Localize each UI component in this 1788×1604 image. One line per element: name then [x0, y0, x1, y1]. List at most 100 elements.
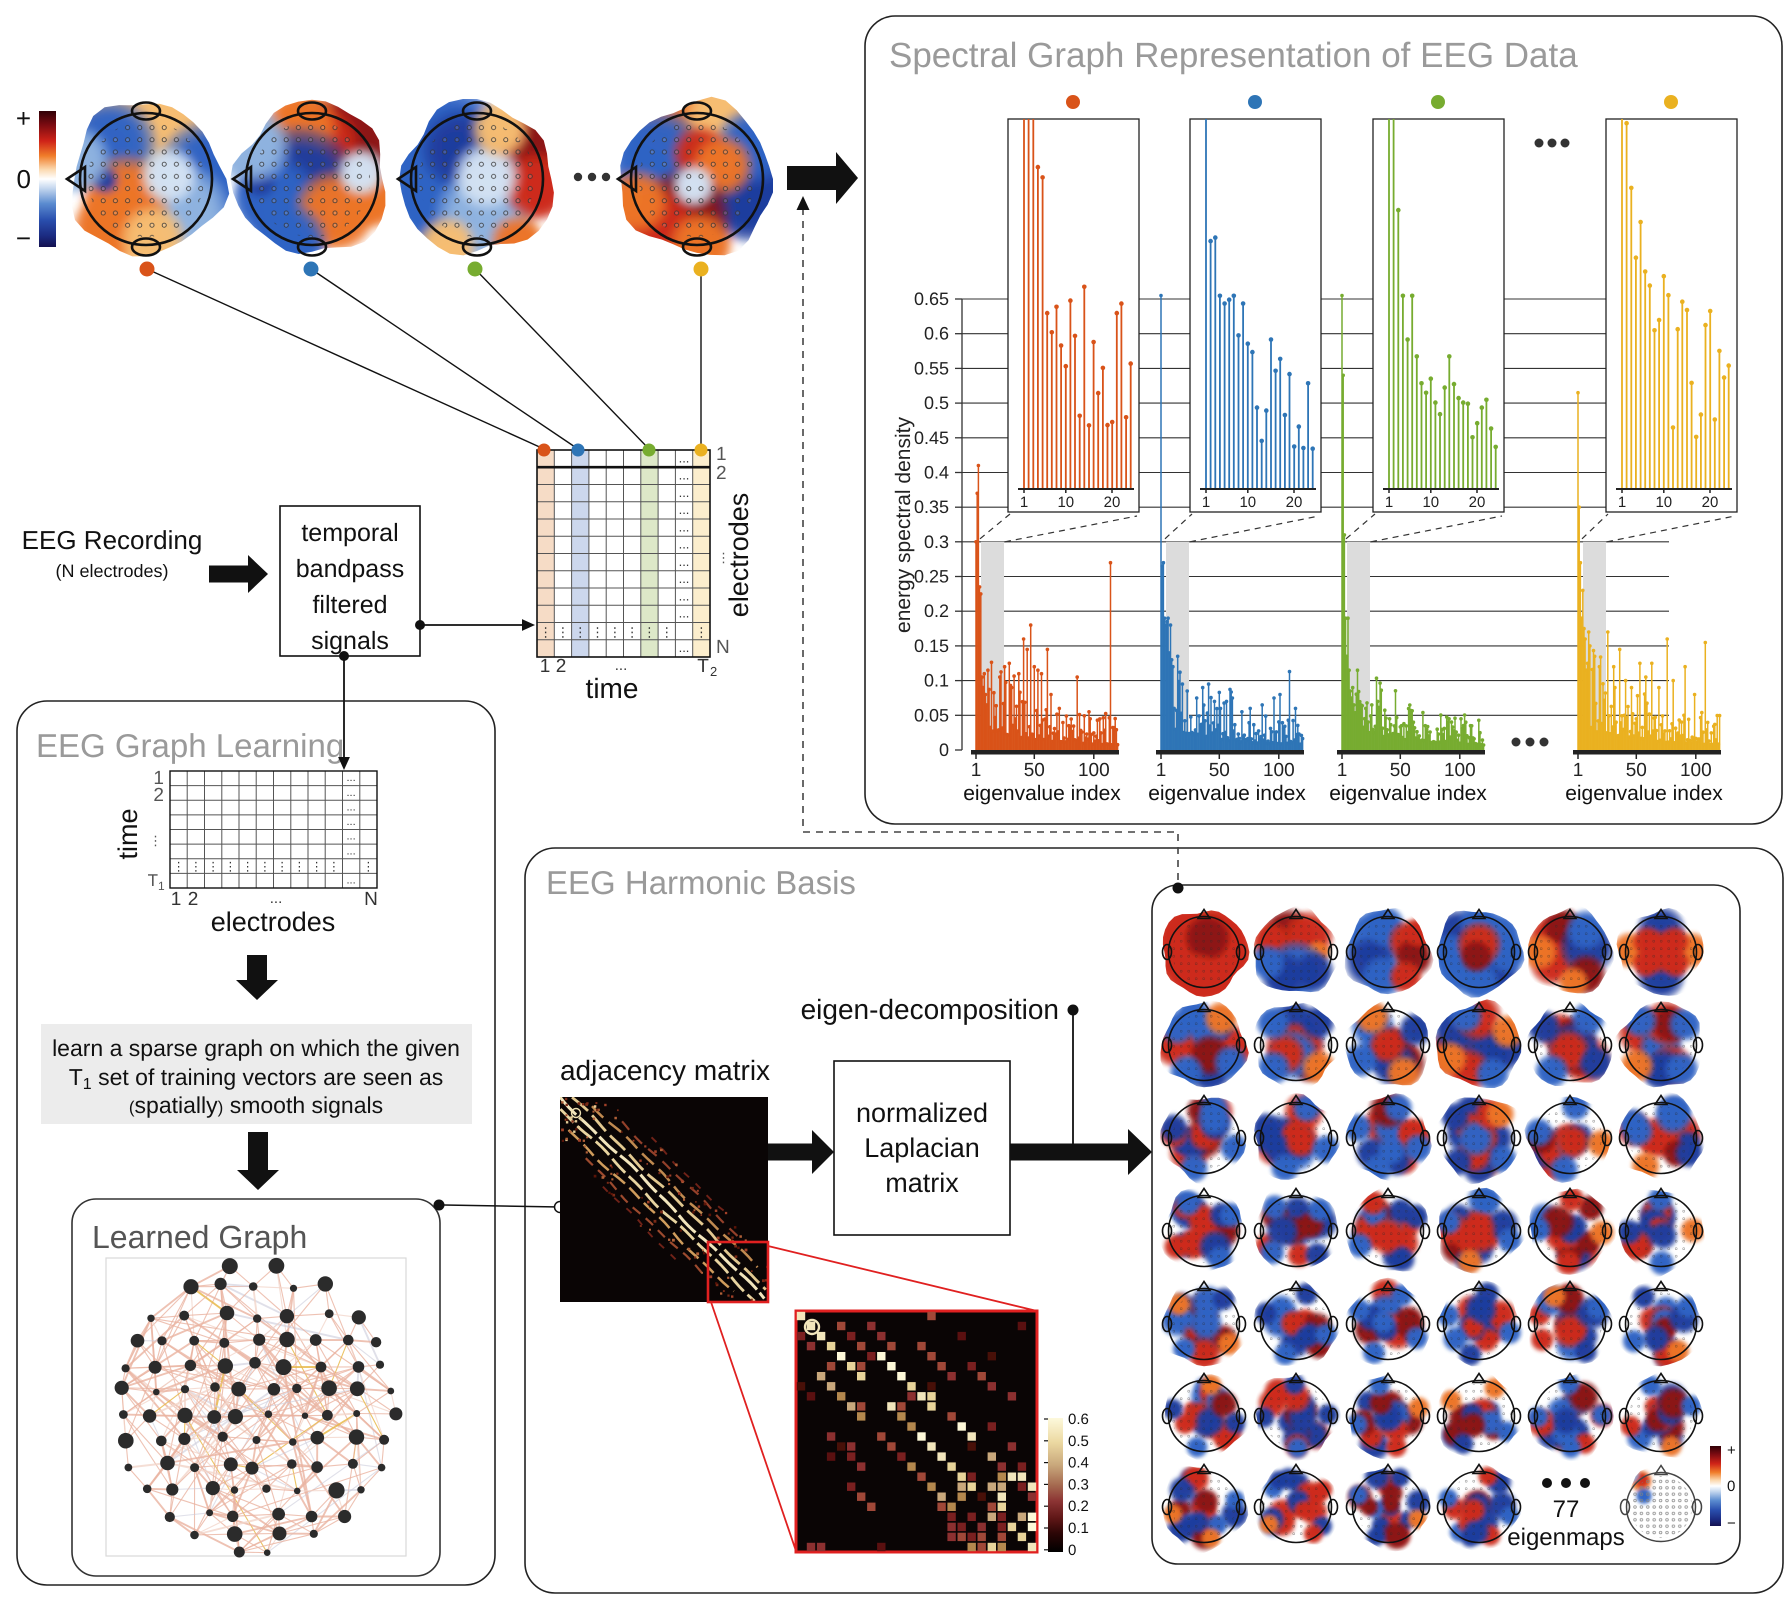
svg-text:0.55: 0.55 [914, 358, 949, 378]
svg-text:1: 1 [1618, 494, 1626, 511]
svg-text:time: time [113, 808, 143, 859]
svg-text:⋮: ⋮ [643, 625, 656, 640]
svg-text:eigen-decomposition: eigen-decomposition [801, 994, 1059, 1025]
svg-text:0: 0 [939, 740, 949, 760]
svg-text:⋮: ⋮ [242, 860, 254, 874]
svg-text:EEG Recording: EEG Recording [22, 525, 203, 555]
svg-text:...: ... [347, 802, 356, 814]
svg-text:0.6: 0.6 [924, 324, 949, 344]
svg-text:⋮: ⋮ [695, 625, 708, 640]
svg-text:2: 2 [716, 463, 727, 484]
svg-text:eigenvalue index: eigenvalue index [1565, 782, 1723, 805]
svg-text:20: 20 [1469, 494, 1486, 511]
svg-text:EEG Graph Learning: EEG Graph Learning [36, 727, 344, 764]
svg-text:0.5: 0.5 [1068, 1433, 1089, 1450]
svg-text:0.05: 0.05 [914, 705, 949, 725]
svg-text:0.5: 0.5 [924, 393, 949, 413]
svg-text:50: 50 [1626, 760, 1647, 781]
svg-text:Spectral Graph Representation: Spectral Graph Representation of EEG Dat… [889, 36, 1578, 75]
svg-text:50: 50 [1024, 760, 1045, 781]
svg-text:⋮: ⋮ [328, 860, 340, 874]
svg-text:⋮: ⋮ [190, 860, 202, 874]
svg-text:0.65: 0.65 [914, 289, 949, 309]
svg-text:...: ... [615, 657, 628, 674]
svg-text:(spatially) smooth signals: (spatially) smooth signals [129, 1092, 383, 1118]
svg-text:⋮: ⋮ [539, 625, 552, 640]
svg-text:1: 1 [540, 656, 551, 677]
svg-text:⋮: ⋮ [626, 625, 639, 640]
svg-text:2: 2 [188, 889, 199, 910]
svg-text:bandpass: bandpass [296, 555, 404, 583]
svg-text:⋮: ⋮ [224, 860, 236, 874]
svg-text:50: 50 [1209, 760, 1230, 781]
svg-text:adjacency matrix: adjacency matrix [560, 1055, 770, 1086]
svg-text:20: 20 [1104, 494, 1121, 511]
svg-text:matrix: matrix [885, 1168, 959, 1198]
svg-text:10: 10 [1655, 494, 1672, 511]
svg-text:⋮: ⋮ [311, 860, 323, 874]
svg-text:...: ... [679, 588, 690, 603]
svg-text:20: 20 [1702, 494, 1719, 511]
svg-text:0.15: 0.15 [914, 636, 949, 656]
svg-text:normalized: normalized [856, 1098, 988, 1128]
svg-text:10: 10 [1057, 494, 1074, 511]
svg-text:1: 1 [171, 889, 182, 910]
svg-text:...: ... [679, 502, 690, 517]
svg-text:1: 1 [153, 768, 164, 789]
svg-text:...: ... [347, 816, 356, 828]
svg-text:10: 10 [1422, 494, 1439, 511]
svg-text:...: ... [679, 554, 690, 569]
svg-text:eigenmaps: eigenmaps [1507, 1524, 1624, 1551]
svg-text:...: ... [679, 468, 690, 483]
svg-text:...: ... [347, 831, 356, 843]
svg-text:0: 0 [17, 164, 31, 194]
svg-text:N: N [716, 637, 730, 658]
svg-text:0.3: 0.3 [924, 532, 949, 552]
svg-text:0.2: 0.2 [1068, 1498, 1089, 1515]
svg-text:electrodes: electrodes [211, 907, 336, 937]
svg-text:50: 50 [1390, 760, 1411, 781]
svg-text:1: 1 [1020, 494, 1028, 511]
svg-text:0.4: 0.4 [924, 463, 949, 483]
svg-text:N: N [364, 889, 378, 910]
svg-text:2: 2 [556, 656, 567, 677]
svg-text:⋮: ⋮ [207, 860, 219, 874]
svg-text:...: ... [679, 606, 690, 621]
svg-text:...: ... [347, 787, 356, 799]
svg-text:100: 100 [1078, 760, 1110, 781]
svg-text:+: + [1727, 1442, 1736, 1459]
svg-text:⋮: ⋮ [173, 860, 185, 874]
svg-text:1: 1 [716, 444, 727, 465]
svg-text:⋮: ⋮ [362, 860, 374, 874]
svg-text:⋮: ⋮ [259, 860, 271, 874]
svg-text:signals: signals [311, 627, 389, 655]
svg-text:1: 1 [1573, 760, 1584, 781]
svg-text:time: time [586, 673, 639, 704]
svg-text:EEG Harmonic Basis: EEG Harmonic Basis [546, 864, 856, 901]
svg-text:electrodes: electrodes [724, 493, 754, 618]
svg-text:...: ... [347, 772, 356, 784]
svg-text:...: ... [679, 537, 690, 552]
svg-text:1: 1 [158, 879, 165, 893]
svg-text:77: 77 [1553, 1496, 1580, 1523]
svg-text:⋮: ⋮ [717, 550, 730, 565]
svg-text:(N electrodes): (N electrodes) [55, 561, 168, 581]
svg-text:⋮: ⋮ [556, 625, 569, 640]
svg-text:⋮: ⋮ [608, 625, 621, 640]
svg-text:filtered: filtered [312, 591, 387, 619]
svg-text:100: 100 [1263, 760, 1295, 781]
svg-text:...: ... [679, 485, 690, 500]
svg-text:T1 set of training vectors are: T1 set of training vectors are seen as [69, 1064, 444, 1093]
svg-text:0: 0 [1068, 1542, 1076, 1559]
svg-text:0: 0 [1727, 1478, 1735, 1495]
svg-text:−: − [16, 223, 31, 253]
svg-text:1: 1 [1202, 494, 1210, 511]
svg-text:10: 10 [1239, 494, 1256, 511]
svg-text:0.4: 0.4 [1068, 1455, 1089, 1472]
svg-text:⋮: ⋮ [574, 625, 587, 640]
svg-text:0.1: 0.1 [924, 671, 949, 691]
svg-text:T: T [697, 656, 709, 677]
svg-text:Learned Graph: Learned Graph [92, 1219, 307, 1255]
svg-text:0.2: 0.2 [924, 601, 949, 621]
svg-text:+: + [16, 103, 31, 133]
